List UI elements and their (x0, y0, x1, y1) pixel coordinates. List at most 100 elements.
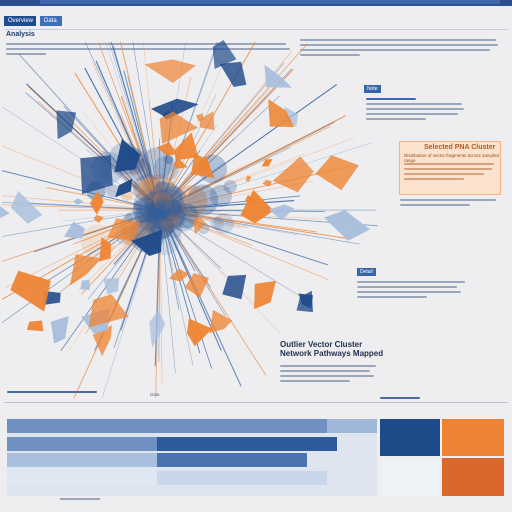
burst-shard (10, 270, 51, 312)
summary-bars-panel (7, 419, 377, 496)
burst-shard (261, 159, 273, 167)
burst-blob (167, 200, 182, 215)
burst-blob (152, 194, 175, 217)
section-paragraph (280, 362, 380, 385)
burst-shard (212, 40, 237, 69)
burst-shard (264, 64, 292, 88)
tab-primary[interactable]: Overview (4, 16, 36, 26)
burst-shard (144, 59, 196, 83)
burst-shard (196, 113, 204, 122)
highlight-subtitle: Distribution of vector fragments across … (404, 153, 500, 163)
burst-blob (153, 203, 165, 214)
burst-ray (169, 213, 253, 246)
burst-ray (169, 212, 241, 229)
burst-shard (69, 254, 102, 286)
burst-ray (168, 115, 346, 206)
section-heading-line1: Outlier Vector Cluster (280, 340, 363, 349)
burst-blob (151, 199, 185, 233)
burst-blob (155, 205, 165, 215)
burst-shard (315, 155, 359, 191)
burst-ray (80, 217, 154, 295)
burst-ray (28, 202, 151, 211)
footer-mid-caption: Data (150, 392, 160, 397)
burst-shard (103, 277, 119, 294)
burst-shard (156, 142, 178, 156)
burst-ray (169, 199, 295, 210)
burst-ray (167, 84, 338, 205)
summary-bar-1-fill (7, 419, 327, 433)
burst-ray (18, 53, 154, 203)
burst-shard (73, 198, 84, 205)
burst-blob (209, 184, 232, 208)
burst-blob (140, 202, 176, 238)
quadrant-panel (380, 419, 504, 496)
burst-blob (161, 205, 173, 217)
burst-blob (105, 184, 120, 198)
burst-blob (154, 204, 166, 216)
burst-blob (149, 198, 174, 223)
burst-blob (132, 197, 159, 224)
burst-shard (187, 318, 213, 347)
burst-ray (74, 72, 156, 202)
burst-blob (130, 178, 149, 196)
header-rule (4, 29, 508, 30)
section-heading: Outlier Vector Cluster Network Pathways … (280, 340, 383, 358)
burst-ray (163, 68, 222, 201)
burst-blob (146, 200, 167, 220)
burst-shard (115, 178, 133, 198)
burst-shard (92, 325, 112, 357)
tab-secondary[interactable]: Data (40, 16, 62, 26)
burst-blob (134, 202, 164, 231)
burst-ray (62, 211, 151, 222)
burst-shards (0, 40, 371, 357)
burst-shard (0, 206, 10, 219)
highlight-title: Selected PNA Cluster (424, 144, 496, 151)
intro-paragraph-right (300, 36, 500, 59)
burst-blob (159, 199, 182, 223)
burst-blob (158, 204, 173, 219)
burst-shard (245, 175, 252, 182)
burst-blob (143, 199, 166, 222)
burst-shard (149, 310, 166, 348)
burst-blob (153, 191, 173, 211)
burst-ray (161, 219, 180, 310)
burst-shard (159, 111, 198, 144)
burst-blob (147, 201, 159, 213)
summary-bar-3-lead (7, 453, 157, 467)
burst-blob (156, 211, 176, 231)
burst-blob (166, 222, 183, 239)
burst-blob (141, 174, 177, 210)
burst-ray (166, 95, 280, 204)
burst-shard (262, 179, 273, 187)
quadrant-top-left (380, 419, 440, 456)
burst-ray (169, 211, 348, 239)
burst-blob (213, 213, 234, 234)
burst-ray (63, 105, 154, 203)
burst-blob (162, 204, 186, 228)
burst-blob (148, 198, 171, 222)
highlight-box: Selected PNA Cluster Distribution of vec… (399, 141, 501, 195)
burst-shard (190, 153, 215, 179)
burst-blob (146, 199, 175, 228)
burst-ray (165, 62, 285, 203)
footer-right-caption (380, 394, 480, 402)
burst-shard (173, 158, 188, 169)
burst-blob (136, 205, 154, 223)
burst-blob (147, 198, 172, 223)
burst-blob (210, 216, 224, 231)
burst-ray (163, 218, 242, 387)
callout-upper: Note (364, 85, 381, 93)
burst-shard (88, 294, 129, 328)
burst-ray (123, 70, 159, 201)
section-heading-line2: Network Pathways Mapped (280, 349, 384, 358)
burst-shard (131, 229, 162, 256)
burst-ray (169, 137, 354, 207)
burst-ray (169, 211, 248, 229)
burst-ray (114, 218, 157, 305)
burst-ray (164, 218, 196, 272)
burst-blob (160, 205, 178, 223)
burst-blob (133, 189, 163, 218)
burst-shard (219, 61, 247, 87)
burst-ray (169, 211, 360, 245)
burst-ray (1, 145, 151, 207)
